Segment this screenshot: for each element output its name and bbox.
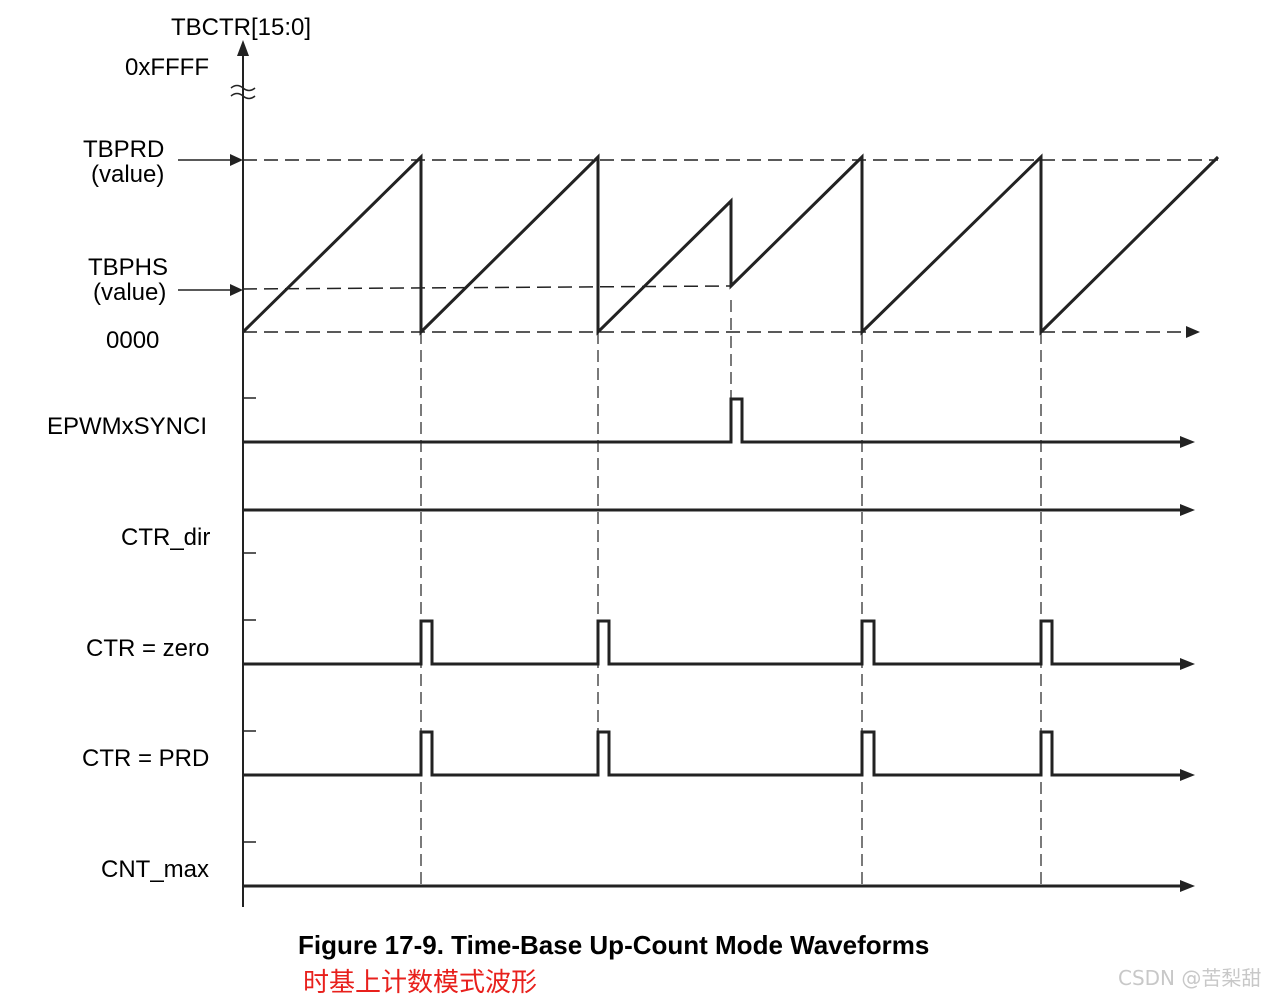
zero-waveform [243,619,1180,666]
figure-subcaption: 时基上计数模式波形 [303,968,538,998]
dir-arrow [1180,504,1195,516]
max-value-label: 0xFFFF [125,54,209,81]
max-arrow [1180,880,1195,892]
tbprd-label: TBPRD [83,136,164,163]
sync-signal-label: EPWMxSYNCI [47,413,207,440]
tbphs-pointer-arrow [230,284,243,296]
tbphs-label: TBPHS [88,254,168,281]
axis-title: TBCTR[15:0] [171,14,311,41]
zero-arrow [1180,658,1195,670]
tbctr-sawtooth [241,153,1220,336]
zero-value-label: 0000 [106,327,159,354]
sync-arrow [1180,436,1195,448]
sync-waveform [243,397,1180,444]
tbctr-axis-arrow [237,40,249,56]
watermark: CSDN @苦梨甜 [1118,966,1262,990]
tbphs-value-label: (value) [93,279,166,306]
prd-waveform [243,730,1180,777]
axis-break-mark [230,84,256,100]
dir-signal-label: CTR_dir [121,524,210,551]
prd-signal-label: CTR = PRD [82,745,209,772]
zero-axis-arrow [1186,326,1200,338]
figure-caption: Figure 17-9. Time-Base Up-Count Mode Wav… [298,930,930,960]
tbprd-pointer-arrow [230,154,243,166]
tbphs-dashed-line [242,285,733,290]
tbprd-value-label: (value) [91,161,164,188]
zero-signal-label: CTR = zero [86,635,209,662]
prd-arrow [1180,769,1195,781]
max-signal-label: CNT_max [101,856,209,883]
